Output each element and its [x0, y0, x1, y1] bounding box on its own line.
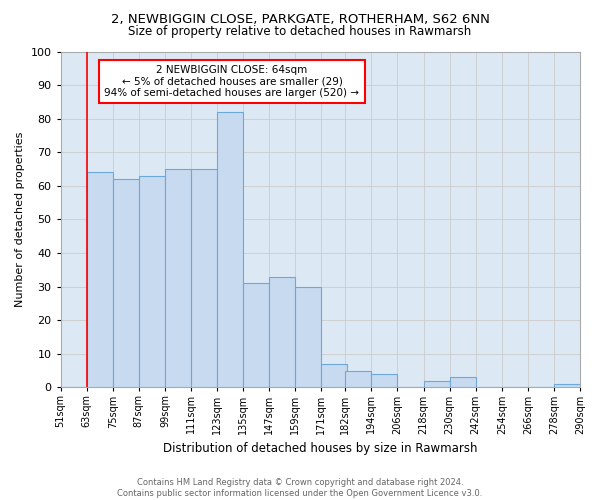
Text: 2, NEWBIGGIN CLOSE, PARKGATE, ROTHERHAM, S62 6NN: 2, NEWBIGGIN CLOSE, PARKGATE, ROTHERHAM,…: [110, 12, 490, 26]
Bar: [86, 172, 113, 388]
Text: Contains HM Land Registry data © Crown copyright and database right 2024.
Contai: Contains HM Land Registry data © Crown c…: [118, 478, 482, 498]
Y-axis label: Number of detached properties: Number of detached properties: [15, 132, 25, 307]
Text: 2 NEWBIGGIN CLOSE: 64sqm
← 5% of detached houses are smaller (29)
94% of semi-de: 2 NEWBIGGIN CLOSE: 64sqm ← 5% of detache…: [104, 65, 359, 98]
Text: Size of property relative to detached houses in Rawmarsh: Size of property relative to detached ho…: [128, 25, 472, 38]
Bar: [139, 176, 165, 388]
Bar: [243, 283, 269, 388]
Bar: [295, 286, 322, 388]
Bar: [191, 169, 217, 388]
Bar: [371, 374, 397, 388]
Bar: [554, 384, 580, 388]
Bar: [165, 169, 191, 388]
Bar: [345, 370, 371, 388]
X-axis label: Distribution of detached houses by size in Rawmarsh: Distribution of detached houses by size …: [163, 442, 478, 455]
Bar: [424, 380, 449, 388]
Bar: [113, 179, 139, 388]
Bar: [269, 276, 295, 388]
Bar: [449, 378, 476, 388]
Bar: [322, 364, 347, 388]
Bar: [217, 112, 243, 388]
